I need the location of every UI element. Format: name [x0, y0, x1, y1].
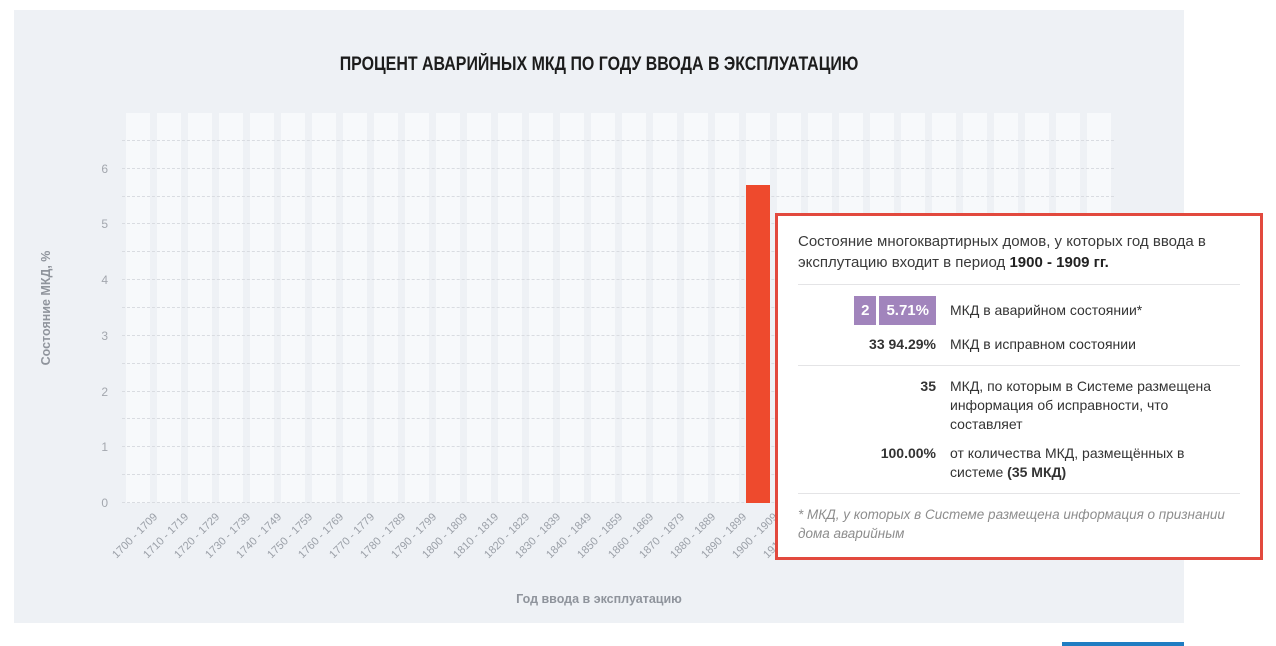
tooltip-badge-count: 2	[854, 296, 877, 325]
tooltip-row-sound: 33 94.29% МКД в исправном состоянии	[798, 335, 1240, 354]
tooltip-footnote: * МКД, у которых в Системе размещена инф…	[798, 507, 1225, 541]
gridline	[122, 446, 1114, 448]
tooltip-emergency-label: МКД в аварийном состоянии*	[950, 302, 1143, 318]
tooltip-divider	[798, 365, 1240, 366]
column-band	[560, 113, 584, 503]
x-axis-title: Год ввода в эксплуатацию	[516, 592, 682, 606]
column-band	[250, 113, 274, 503]
bar-1900-1909[interactable]	[746, 185, 770, 503]
gridline	[122, 502, 1114, 503]
gridline	[122, 334, 1114, 336]
column-band	[591, 113, 615, 503]
tooltip-share-percent: 100.00%	[880, 445, 936, 461]
y-axis-title: Состояние МКД, %	[39, 250, 53, 366]
column-band	[126, 113, 150, 503]
gridline	[122, 195, 1114, 197]
column-band	[188, 113, 212, 503]
column-band	[715, 113, 739, 503]
gridline	[122, 139, 1114, 141]
tooltip-row-emergency: 2 5.71% МКД в аварийном состоянии*	[798, 296, 1240, 325]
column-band	[498, 113, 522, 503]
tooltip-header-period: 1900 - 1909 гг.	[1009, 254, 1109, 271]
tooltip-sound-percent: 94.29%	[888, 336, 936, 352]
tooltip-badge-percent: 5.71%	[879, 296, 936, 325]
tooltip-row-total: 35 МКД, по которым в Системе размещена и…	[798, 377, 1240, 434]
y-tick-label: 1	[101, 440, 108, 455]
column-band	[281, 113, 305, 503]
tooltip-divider	[798, 493, 1240, 494]
tooltip-total-count: 35	[920, 378, 936, 394]
column-band	[529, 113, 553, 503]
gridline	[122, 279, 1114, 281]
gridline	[122, 474, 1114, 476]
y-tick-label: 0	[101, 496, 108, 510]
tooltip-header: Состояние многоквартирных домов, у котор…	[798, 231, 1240, 273]
y-tick-label: 5	[101, 217, 108, 232]
column-band	[343, 113, 367, 503]
column-band	[684, 113, 708, 503]
y-axis-ticks: 0 1 2 3 4 5 6	[78, 113, 108, 510]
column-band	[467, 113, 491, 503]
column-band	[622, 113, 646, 503]
gridline	[122, 251, 1114, 253]
gridline	[122, 390, 1114, 392]
column-band	[312, 113, 336, 503]
tooltip-header-text: Состояние многоквартирных домов, у котор…	[798, 233, 1206, 271]
tooltip-divider	[798, 284, 1240, 285]
column-band	[374, 113, 398, 503]
gridline	[122, 223, 1114, 225]
tooltip-sound-values: 33 94.29%	[798, 335, 936, 354]
gridline	[122, 362, 1114, 364]
column-band	[157, 113, 181, 503]
tooltip-row-share: 100.00% от количества МКД, размещённых в…	[798, 444, 1240, 482]
column-band	[436, 113, 460, 503]
y-tick-label: 4	[101, 273, 108, 288]
gridline	[122, 307, 1114, 308]
chart-title: ПРОЦЕНТ АВАРИЙНЫХ МКД ПО ГОДУ ВВОДА В ЭК…	[339, 54, 859, 75]
column-band	[653, 113, 677, 503]
gridline	[122, 167, 1114, 169]
tooltip-share-label: от количества МКД, размещённых в системе…	[950, 444, 1240, 482]
gridline	[122, 418, 1114, 420]
y-tick-label: 6	[101, 161, 108, 176]
tooltip-sound-label: МКД в исправном состоянии	[950, 336, 1136, 352]
tooltip-share-label-text: от количества МКД, размещённых в системе	[950, 445, 1185, 480]
tooltip-emergency-values: 2 5.71%	[798, 296, 936, 325]
y-tick-label: 3	[101, 328, 108, 343]
tooltip-share-label-bold: (35 МКД)	[1007, 464, 1067, 480]
chart-tooltip: Состояние многоквартирных домов, у котор…	[775, 213, 1263, 560]
column-band	[219, 113, 243, 503]
tooltip-sound-count: 33	[869, 336, 885, 352]
y-tick-label: 2	[101, 384, 108, 399]
tooltip-total-label: МКД, по которым в Системе размещена инфо…	[950, 378, 1212, 432]
column-band	[405, 113, 429, 503]
bottom-blue-line[interactable]	[1062, 642, 1184, 646]
